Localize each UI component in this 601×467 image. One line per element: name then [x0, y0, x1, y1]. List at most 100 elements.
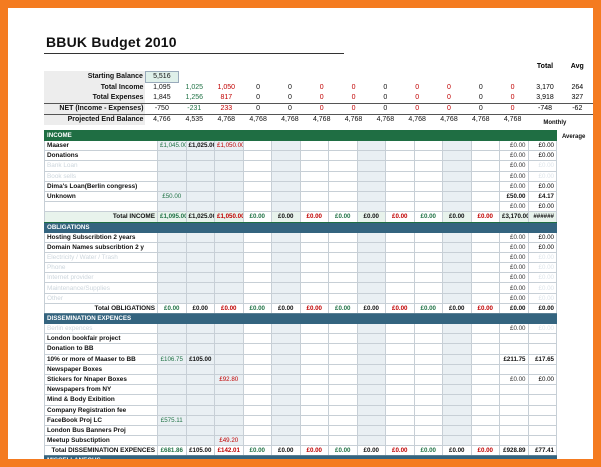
month-cell[interactable] [214, 160, 244, 172]
month-cell[interactable] [442, 241, 472, 253]
summary-cell[interactable]: 0 [319, 105, 324, 112]
row-average[interactable] [527, 363, 557, 375]
month-cell[interactable] [413, 343, 443, 355]
month-cell[interactable]: £0.00 [356, 211, 386, 223]
month-cell[interactable] [214, 282, 244, 294]
month-cell[interactable] [385, 384, 415, 396]
month-cell[interactable] [185, 190, 215, 203]
summary-cell[interactable]: 4,768 [408, 116, 426, 123]
month-cell[interactable] [413, 190, 443, 203]
month-cell[interactable] [413, 373, 443, 386]
row-total[interactable]: £0.00 [499, 170, 529, 182]
summary-cell[interactable]: 0 [256, 94, 261, 101]
month-cell[interactable] [299, 251, 329, 264]
month-cell[interactable] [299, 343, 329, 355]
month-cell[interactable] [470, 231, 500, 243]
summary-cell[interactable]: 4,768 [440, 116, 458, 123]
month-cell[interactable]: £0.00 [356, 445, 386, 457]
month-cell[interactable] [413, 272, 443, 284]
month-cell[interactable] [157, 282, 187, 294]
row-label[interactable]: Domain Names subscribtion 2 y [44, 241, 158, 253]
month-cell[interactable]: £1,050.00 [214, 211, 244, 223]
summary-cell[interactable]: 0 [287, 94, 292, 101]
month-cell[interactable] [470, 292, 500, 304]
row-total[interactable] [499, 424, 529, 437]
month-cell[interactable] [157, 170, 187, 182]
month-cell[interactable] [214, 424, 244, 437]
month-cell[interactable] [185, 384, 215, 396]
month-cell[interactable] [242, 343, 272, 355]
month-cell[interactable] [470, 160, 500, 172]
month-cell[interactable] [242, 170, 272, 182]
month-cell[interactable] [442, 343, 472, 355]
month-cell[interactable] [385, 282, 415, 294]
summary-cell[interactable]: 4,535 [185, 116, 204, 123]
summary-cell[interactable]: 4,768 [503, 116, 522, 123]
month-cell[interactable] [356, 353, 386, 365]
month-cell[interactable] [214, 262, 244, 274]
month-cell[interactable] [385, 170, 415, 182]
month-cell[interactable]: £0.00 [299, 302, 329, 315]
month-cell[interactable] [242, 272, 272, 284]
row-total[interactable]: £0.00 [499, 251, 529, 264]
summary-cell[interactable]: 4,768 [249, 116, 267, 123]
month-cell[interactable] [413, 241, 443, 253]
summary-cell[interactable]: 1,025 [185, 83, 204, 91]
month-cell[interactable] [442, 190, 472, 203]
month-cell[interactable] [470, 251, 500, 264]
month-cell[interactable] [299, 150, 329, 162]
month-cell[interactable] [470, 384, 500, 396]
month-cell[interactable]: £92.80 [214, 373, 244, 386]
summary-cell[interactable] [497, 71, 529, 82]
row-average[interactable]: £0.00 [527, 302, 557, 315]
month-cell[interactable] [299, 241, 329, 253]
month-cell[interactable] [356, 139, 386, 152]
month-cell[interactable] [242, 373, 272, 386]
row-average[interactable] [527, 424, 557, 437]
month-cell[interactable] [356, 272, 386, 284]
month-cell[interactable] [271, 353, 301, 365]
row-label[interactable]: London bookfair project [44, 333, 158, 345]
summary-cell[interactable]: 0 [510, 83, 515, 91]
month-cell[interactable] [242, 322, 272, 335]
month-cell[interactable] [214, 201, 244, 213]
row-label[interactable]: Mind & Body Exibition [44, 394, 158, 406]
row-average[interactable]: £4.17 [527, 190, 557, 203]
month-cell[interactable] [385, 231, 415, 243]
month-cell[interactable] [299, 262, 329, 274]
summary-cell[interactable]: 1,256 [185, 94, 204, 101]
month-cell[interactable]: £0.00 [242, 445, 272, 457]
month-cell[interactable] [214, 241, 244, 253]
summary-cell[interactable]: 0 [478, 94, 483, 101]
month-cell[interactable] [271, 373, 301, 386]
month-cell[interactable] [299, 404, 329, 416]
month-cell[interactable]: £1,045.00 [157, 139, 187, 152]
month-cell[interactable] [299, 373, 329, 386]
month-cell[interactable] [185, 404, 215, 416]
month-cell[interactable] [470, 333, 500, 345]
month-cell[interactable] [413, 424, 443, 437]
month-cell[interactable] [185, 363, 215, 375]
month-cell[interactable] [242, 384, 272, 396]
month-cell[interactable] [214, 190, 244, 203]
month-cell[interactable] [385, 353, 415, 365]
month-cell[interactable] [442, 139, 472, 152]
month-cell[interactable] [442, 180, 472, 192]
month-cell[interactable] [185, 282, 215, 294]
month-cell[interactable] [442, 262, 472, 274]
month-cell[interactable] [185, 241, 215, 253]
summary-cell[interactable]: 4,768 [312, 116, 331, 123]
month-cell[interactable]: £1,025.00 [185, 139, 215, 152]
month-cell[interactable] [157, 150, 187, 162]
row-total[interactable]: £0.00 [499, 241, 529, 253]
summary-cell[interactable] [433, 71, 465, 82]
month-cell[interactable] [356, 424, 386, 437]
month-cell[interactable] [356, 414, 386, 426]
row-total[interactable]: £0.00 [499, 231, 529, 243]
month-cell[interactable] [328, 373, 358, 386]
row-label[interactable]: Stickers for Nnaper Boxes [44, 373, 158, 386]
month-cell[interactable] [328, 322, 358, 335]
month-cell[interactable] [356, 160, 386, 172]
month-cell[interactable] [271, 424, 301, 437]
month-cell[interactable] [385, 322, 415, 335]
